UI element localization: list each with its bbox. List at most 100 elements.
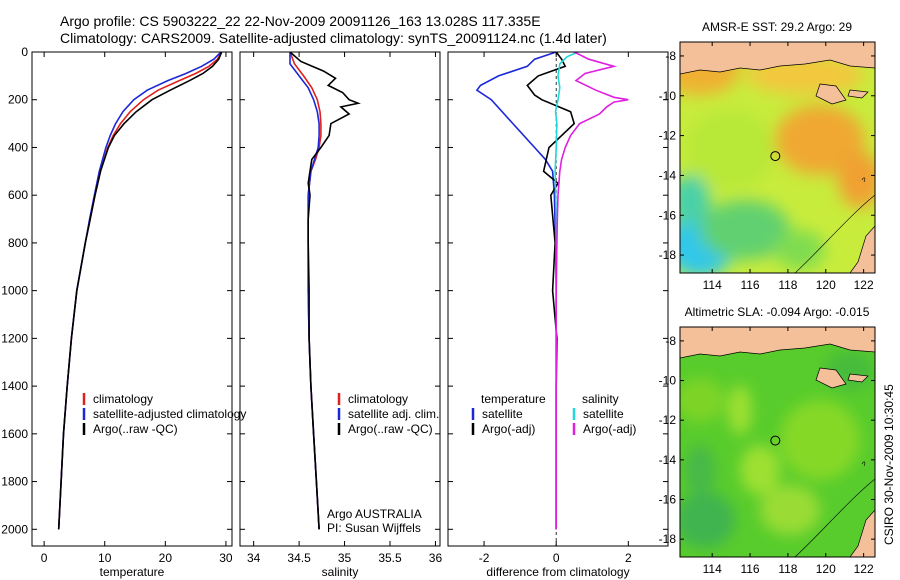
legend-entry: Argo(..raw -QC) <box>348 422 433 436</box>
sst-warm-patch <box>775 105 865 175</box>
temperature-panel: 0 10 20 30 0 200 400 600 800 1000 1200 1400 1600 1800… <box>1 45 246 579</box>
x-tick-label: 35.5 <box>378 551 402 565</box>
y-tick-label: 1200 <box>1 331 28 345</box>
salinity-panel: 34 34.5 35 35.5 36 salinity climatologysatelli… <box>239 51 443 579</box>
x-tick-label: 34 <box>247 551 261 565</box>
x-tick-label: 122 <box>854 278 874 292</box>
sst-mid-patch <box>685 110 775 190</box>
y-tick-label: -12 <box>659 129 677 143</box>
series-line-salinity-argo-adj- <box>555 51 629 530</box>
island <box>847 89 869 99</box>
legend-entry: Argo(-adj) <box>583 422 636 436</box>
australia-coast <box>849 509 875 557</box>
series-line-argo-raw-qc- <box>57 51 223 530</box>
header-line-1: Argo profile: CS 5903222_22 22-Nov-2009 … <box>60 13 541 29</box>
series-line-satellite-adjusted-climatology <box>57 51 222 530</box>
y-tick-label: 800 <box>8 236 28 250</box>
y-tick-label: -16 <box>659 208 677 222</box>
y-tick-label: 1800 <box>1 475 28 489</box>
legend-entry: climatology <box>93 392 153 406</box>
bathymetry-contour <box>794 194 875 273</box>
island <box>847 373 869 383</box>
sla-low-patch <box>685 445 715 495</box>
y-tick-label: -8 <box>665 49 676 63</box>
x-tick-label: 116 <box>740 278 759 292</box>
island <box>861 461 866 467</box>
sla-high-patch <box>740 445 780 495</box>
x-tick-label: 20 <box>159 551 173 565</box>
sla-map-frame <box>679 326 876 558</box>
x-tick-label: 116 <box>740 562 759 576</box>
series-line-climatology <box>289 51 322 530</box>
x-tick-label: 114 <box>703 278 722 292</box>
legend-entry: satellite <box>583 407 624 421</box>
legend-entry: climatology <box>348 392 408 406</box>
sla-high-patch <box>728 385 752 435</box>
legend-entry: satellite adj. clim. <box>348 407 439 421</box>
x-tick-label: 120 <box>816 278 836 292</box>
x-tick-label: 36 <box>429 551 443 565</box>
x-axis-label: difference from climatology <box>486 565 629 579</box>
x-tick-label: 0 <box>553 551 560 565</box>
argo-location-marker <box>770 435 781 446</box>
x-tick-label: -2 <box>479 551 490 565</box>
series-line-climatology <box>57 51 223 530</box>
float-annotation: Argo AUSTRALIA <box>327 507 422 521</box>
australia-coast <box>849 225 875 273</box>
series-line-temperature-argo-adj- <box>526 51 576 530</box>
x-tick-label: 120 <box>816 562 836 576</box>
bathymetry-contour <box>794 478 875 557</box>
y-tick-label: 0 <box>21 45 28 59</box>
y-tick-label: 400 <box>8 140 28 154</box>
y-tick-label: 1400 <box>1 379 28 393</box>
sst-map-title: AMSR-E SST: 29.2 Argo: 29 <box>702 20 852 34</box>
y-tick-label: -18 <box>659 532 677 546</box>
plot-frame <box>239 51 441 547</box>
side-stamp: CSIRO 30-Nov-2009 10:30:45 <box>882 384 896 545</box>
sst-cold-patch <box>680 175 710 225</box>
sla-high-patch <box>780 400 860 480</box>
x-tick-label: 0 <box>41 551 48 565</box>
x-tick-label: 35 <box>338 551 352 565</box>
sla-high-patch <box>680 378 725 422</box>
x-tick-label: 118 <box>778 562 797 576</box>
plot-frame <box>31 51 233 547</box>
x-tick-label: 118 <box>778 278 797 292</box>
series-line-argo-raw-qc- <box>289 51 361 530</box>
x-tick-label: 34.5 <box>287 551 311 565</box>
sst-map-axes: 114 116 118 120 122 -8 -10 -12 -14 -16 -18 <box>659 42 875 292</box>
sst-map-frame <box>679 41 876 274</box>
plot-frame <box>447 51 669 547</box>
sst-cold-patch <box>700 200 790 260</box>
y-tick-label: -10 <box>659 89 677 103</box>
argo-location-marker <box>770 151 781 162</box>
legend-entry: satellite-adjusted climatology <box>93 407 246 421</box>
java-coast <box>680 42 875 75</box>
y-tick-label: -12 <box>659 413 677 427</box>
float-annotation: PI: Susan Wijffels <box>327 521 421 535</box>
sst-cold-patch <box>775 230 825 270</box>
y-tick-label: -10 <box>659 374 677 388</box>
sla-map: Altimetric SLA: -0.094 Argo: -0.015 114 1… <box>659 305 876 576</box>
sla-map-title: Altimetric SLA: -0.094 Argo: -0.015 <box>685 305 870 319</box>
y-tick-label: -16 <box>659 493 677 507</box>
sst-warm-patch <box>838 152 875 208</box>
legend-entry: Argo(..raw -QC) <box>93 422 178 436</box>
y-tick-label: 1000 <box>1 284 28 298</box>
y-tick-label: -14 <box>659 453 677 467</box>
island <box>815 83 847 105</box>
sla-low-patch <box>680 492 735 548</box>
y-tick-label: -8 <box>665 334 676 348</box>
y-tick-label: 2000 <box>1 522 28 536</box>
island <box>861 177 866 183</box>
x-axis-label: temperature <box>100 565 165 579</box>
legend-entry: Argo(-adj) <box>482 422 535 436</box>
legend-header: salinity <box>582 392 619 406</box>
x-tick-label: 122 <box>854 562 874 576</box>
x-tick-label: 2 <box>625 551 632 565</box>
sla-high-patch <box>760 485 820 535</box>
sst-map: AMSR-E SST: 29.2 Argo: 29 114 116 <box>659 20 876 292</box>
y-tick-label: 200 <box>8 93 28 107</box>
